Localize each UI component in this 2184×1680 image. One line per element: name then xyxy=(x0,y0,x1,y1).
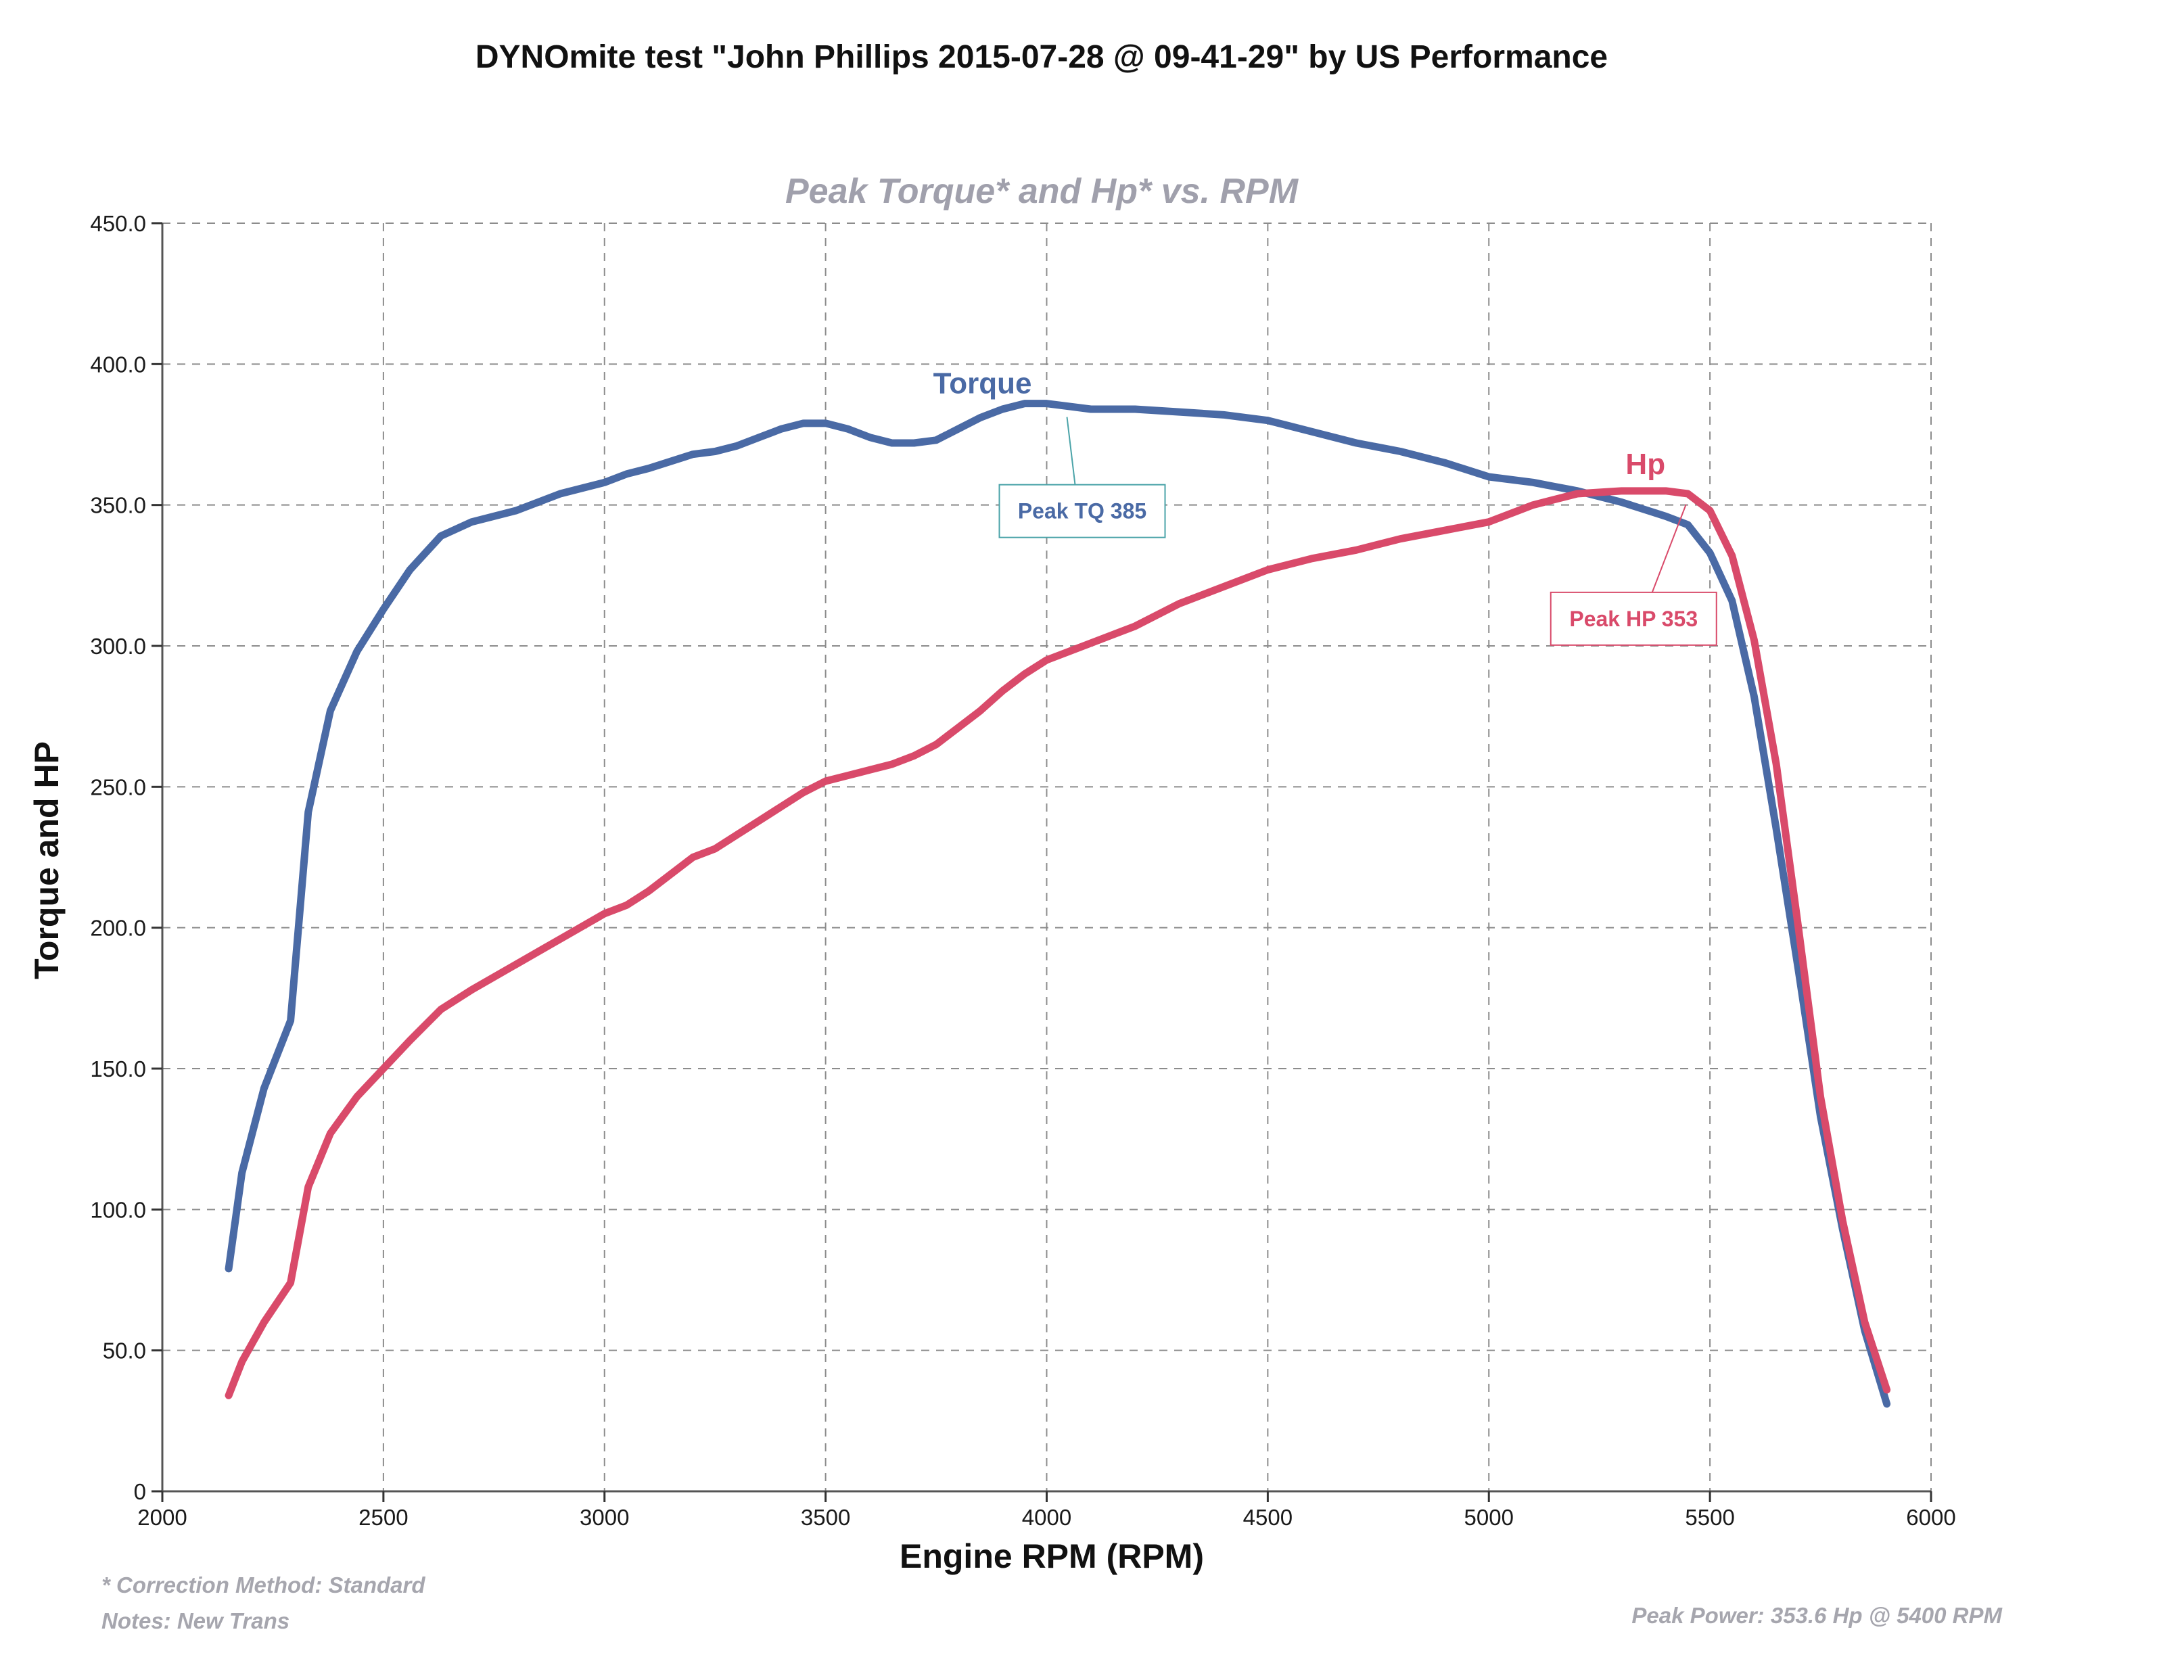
y-tick-label: 400.0 xyxy=(90,352,146,377)
y-tick-label: 350.0 xyxy=(90,493,146,518)
x-tick-label: 5500 xyxy=(1685,1505,1734,1530)
y-tick-label: 300.0 xyxy=(90,634,146,659)
callout-box xyxy=(1550,591,1717,646)
x-tick-label: 4000 xyxy=(1022,1505,1071,1530)
x-tick-label: 3000 xyxy=(580,1505,629,1530)
series-line-torque xyxy=(225,400,1891,1408)
x-tick-label: 3500 xyxy=(801,1505,850,1530)
callout-box xyxy=(998,484,1166,538)
y-tick-label: 100.0 xyxy=(90,1197,146,1222)
chart-title: DYNOmite test "John Phillips 2015-07-28 … xyxy=(475,39,1608,75)
peak-annotations: Torque Peak TQ 385 Hp Peak HP 353 xyxy=(933,367,1717,646)
chart-subtitle: Peak Torque* and Hp* vs. RPM xyxy=(785,172,1299,211)
y-tick-label: 200.0 xyxy=(90,916,146,941)
peak-power-note: Peak Power: 353.6 Hp @ 5400 RPM xyxy=(1631,1603,2003,1628)
correction-method-note: * Correction Method: Standard xyxy=(101,1572,425,1597)
callout-text: Peak HP 353 xyxy=(1569,607,1698,631)
callout-leader-line xyxy=(1651,504,1687,593)
y-tick-label: 450.0 xyxy=(90,211,146,236)
y-axis-label: Torque and HP xyxy=(28,741,66,979)
callout-text: Peak TQ 385 xyxy=(1018,499,1146,523)
x-axis-label: Engine RPM (RPM) xyxy=(900,1537,1204,1575)
x-tick-label: 6000 xyxy=(1906,1505,1955,1530)
x-tick-label: 2500 xyxy=(358,1505,408,1530)
x-axis-ticks: 2000 2500 3000 3500 4000 4500 5000 5500 6000 xyxy=(137,1491,1956,1530)
series-lines xyxy=(225,400,1891,1408)
y-tick-label: 150.0 xyxy=(90,1056,146,1081)
series-line-hp xyxy=(225,487,1891,1399)
y-tick-label: 50.0 xyxy=(103,1338,146,1363)
grid-lines xyxy=(162,223,1932,1491)
x-tick-label: 5000 xyxy=(1464,1505,1514,1530)
series-label-hp: Hp xyxy=(1625,448,1665,481)
x-tick-label: 2000 xyxy=(137,1505,187,1530)
callout-leader-line xyxy=(1066,417,1076,485)
series-label-torque: Torque xyxy=(933,367,1032,400)
y-axis-ticks: 0 50.0 100.0 150.0 200.0 250.0 300.0 350.0 400.0… xyxy=(90,211,162,1504)
y-tick-label: 0 xyxy=(134,1479,146,1504)
x-tick-label: 4500 xyxy=(1243,1505,1293,1530)
notes-text: Notes: New Trans xyxy=(101,1608,289,1633)
y-tick-label: 250.0 xyxy=(90,774,146,799)
